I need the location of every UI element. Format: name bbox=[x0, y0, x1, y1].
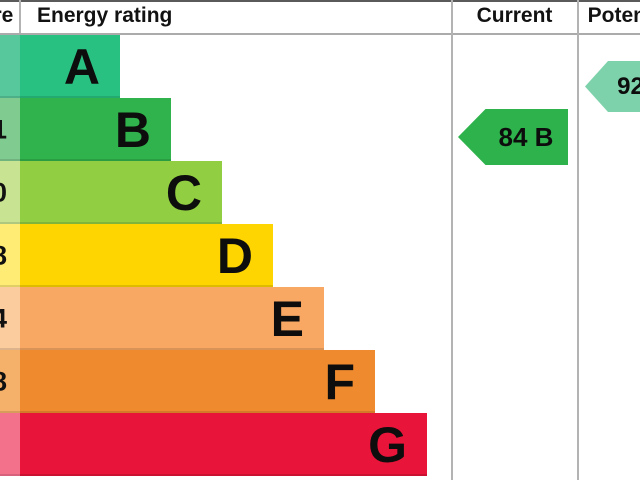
table-header: Score Energy rating Current Potential bbox=[0, 0, 640, 33]
band-bar-e: E bbox=[20, 287, 324, 350]
band-score-cell: 21-38 bbox=[0, 350, 20, 413]
band-score-range: 55-68 bbox=[0, 240, 7, 271]
band-score-range: 81-91 bbox=[0, 114, 7, 145]
band-score-range: 39-54 bbox=[0, 303, 7, 334]
band-bar-a: A bbox=[20, 35, 120, 98]
current-column-divider bbox=[451, 0, 453, 480]
band-score-cell: 69-80 bbox=[0, 161, 20, 224]
potential-column-header: Potential bbox=[587, 4, 640, 27]
band-letter: A bbox=[63, 38, 100, 95]
band-row-c: 69-80 C bbox=[0, 161, 640, 224]
band-row-d: 55-68 D bbox=[0, 224, 640, 287]
band-letter: E bbox=[270, 290, 304, 347]
band-score-cell: 55-68 bbox=[0, 224, 20, 287]
band-letter: B bbox=[114, 101, 151, 158]
band-bar-b: B bbox=[20, 98, 171, 161]
band-letter: D bbox=[216, 227, 253, 284]
table-top-border bbox=[0, 0, 640, 2]
band-letter: F bbox=[324, 353, 355, 410]
header-bottom-border bbox=[0, 33, 640, 35]
score-column-header: Score bbox=[0, 4, 14, 27]
energy-rating-column-header: Energy rating bbox=[37, 4, 173, 27]
potential-rating-value: 92 A bbox=[617, 72, 640, 100]
current-rating-value: 84 B bbox=[498, 121, 554, 152]
current-column-header: Current bbox=[476, 4, 553, 27]
band-score-cell: 81-91 bbox=[0, 98, 20, 161]
band-bar-g: G bbox=[20, 413, 427, 476]
potential-column-divider bbox=[577, 0, 579, 480]
band-score-cell: 1-20 bbox=[0, 413, 20, 476]
band-score-cell: 39-54 bbox=[0, 287, 20, 350]
current-rating-badge: 84 B bbox=[458, 109, 568, 165]
band-row-f: 21-38 F bbox=[0, 350, 640, 413]
score-column-divider bbox=[19, 0, 21, 33]
band-row-b: 81-91 B bbox=[0, 98, 640, 161]
band-score-cell: 92+ bbox=[0, 35, 20, 98]
band-score-range: 21-38 bbox=[0, 366, 7, 397]
band-row-a: 92+ A bbox=[0, 35, 640, 98]
energy-band-rows: 92+ A 81-91 B 69-80 C 55-68 D 39-54 E 21… bbox=[0, 35, 640, 476]
band-letter: G bbox=[368, 416, 407, 473]
band-bar-c: C bbox=[20, 161, 222, 224]
band-bar-f: F bbox=[20, 350, 375, 413]
band-bar-d: D bbox=[20, 224, 273, 287]
band-row-e: 39-54 E bbox=[0, 287, 640, 350]
band-row-g: 1-20 G bbox=[0, 413, 640, 476]
band-score-range: 69-80 bbox=[0, 177, 7, 208]
band-letter: C bbox=[165, 164, 202, 221]
